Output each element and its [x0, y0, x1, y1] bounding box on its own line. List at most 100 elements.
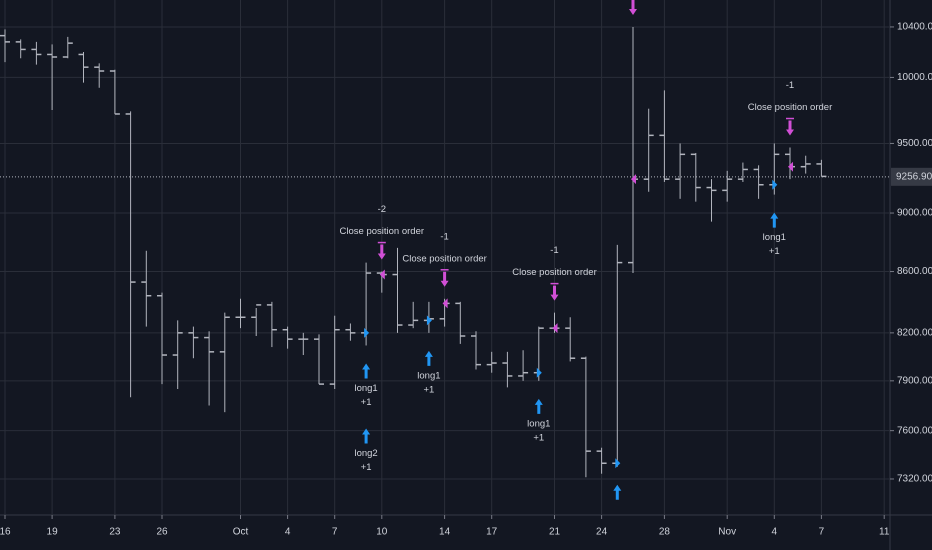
ohlc-bar — [109, 69, 120, 115]
ohlc-bar — [31, 41, 42, 65]
last-price-label: 9256.90 — [896, 171, 932, 182]
close-arrow — [440, 271, 449, 287]
ohlc-bar — [282, 326, 293, 349]
close-arrow — [377, 244, 386, 260]
exit-flag — [788, 161, 793, 172]
signal-qty: -1 — [550, 245, 558, 256]
ohlc-bar — [125, 111, 136, 398]
entry-flag — [364, 327, 370, 338]
ohlc-bar — [722, 170, 733, 202]
long-arrow — [770, 212, 779, 228]
x-tick-label: 4 — [772, 527, 778, 538]
signal-qty: +1 — [361, 462, 372, 473]
signal-qty: +1 — [533, 432, 544, 443]
x-tick-label: 28 — [659, 527, 671, 538]
ohlc-bar — [251, 304, 262, 337]
ohlc-bar — [643, 108, 654, 192]
long-arrow — [362, 428, 371, 444]
y-tick-label: 7320.00 — [897, 474, 932, 485]
x-tick-label: 19 — [47, 527, 59, 538]
ohlc-bar — [62, 36, 73, 59]
x-tick-label: 21 — [549, 527, 561, 538]
last-price-box — [891, 167, 932, 186]
ohlc-bar — [0, 29, 10, 63]
entry-flag — [615, 458, 621, 469]
ohlc-bar — [455, 301, 466, 344]
signal-label: long1 — [354, 383, 377, 394]
ohlc-bar — [408, 301, 419, 329]
ohlc-bar — [345, 323, 356, 341]
signal-label: long1 — [527, 418, 550, 429]
signal-qty: -1 — [786, 80, 794, 91]
ohlc-bar — [816, 159, 827, 178]
close-arrow — [629, 0, 637, 15]
ohlc-bar — [706, 179, 717, 222]
signal-label: Close position order — [402, 253, 487, 264]
long-arrow — [424, 350, 433, 366]
signal-qty: +1 — [423, 384, 434, 395]
ohlc-bar — [659, 90, 670, 182]
signal-label: Close position order — [748, 102, 833, 113]
x-tick-label: 26 — [156, 527, 168, 538]
long-arrow — [534, 398, 543, 414]
signal-qty: +1 — [769, 246, 780, 257]
ohlc-bar — [596, 447, 607, 474]
signal-label: long2 — [354, 448, 377, 459]
ohlc-bar — [219, 312, 230, 413]
ohlc-bar — [235, 298, 246, 329]
x-tick-label: 11 — [879, 527, 890, 538]
y-tick-label: 10000.00 — [897, 72, 932, 83]
ohlc-bar — [800, 155, 811, 174]
ohlc-bar — [94, 63, 105, 88]
exit-flag — [631, 174, 636, 185]
x-tick-label: 17 — [486, 527, 498, 538]
ohlc-bar — [266, 301, 277, 348]
x-tick-label: 10 — [376, 527, 388, 538]
long-arrow — [362, 363, 371, 379]
ohlc-bar — [502, 351, 513, 388]
signal-qty: -1 — [440, 231, 448, 242]
x-tick-label: 7 — [332, 527, 338, 538]
x-tick-label: Nov — [718, 527, 736, 538]
entry-flag — [536, 367, 542, 378]
signal-qty: +1 — [361, 397, 372, 408]
ohlc-bar — [690, 152, 701, 202]
ohlc-bar — [298, 332, 309, 356]
signal-label: long1 — [763, 232, 786, 243]
close-arrow — [550, 285, 559, 301]
ohlc-bar — [78, 51, 89, 83]
exit-flag — [442, 298, 448, 309]
ohlc-bar — [47, 44, 58, 111]
ohlc-bar — [172, 320, 183, 390]
ohlc-bar — [518, 350, 529, 381]
x-tick-label: 14 — [439, 527, 451, 538]
y-tick-label: 8600.00 — [897, 266, 932, 277]
ohlc-bar — [675, 143, 686, 199]
y-tick-label: 8200.00 — [897, 328, 932, 339]
ohlc-bar — [737, 162, 748, 182]
exit-flag — [379, 269, 385, 280]
close-arrow — [786, 120, 794, 136]
entry-flag — [772, 179, 778, 190]
long-arrow — [613, 484, 622, 500]
y-tick-label: 7600.00 — [897, 425, 932, 436]
ohlc-bar — [565, 317, 576, 362]
x-tick-label: 23 — [109, 527, 121, 538]
x-tick-label: Oct — [233, 527, 249, 538]
y-tick-label: 7900.00 — [897, 375, 932, 386]
signal-qty: -2 — [378, 204, 386, 215]
ohlc-bar — [314, 334, 324, 385]
ohlc-bar — [141, 250, 152, 327]
ohlc-bar — [580, 356, 591, 478]
ohlc-bar — [329, 315, 340, 390]
signal-label: Close position order — [512, 267, 597, 278]
ohlc-bar — [753, 165, 764, 199]
y-tick-label: 9000.00 — [897, 208, 932, 219]
x-tick-label: 24 — [596, 527, 608, 538]
ohlc-bar — [188, 326, 199, 359]
entry-flag — [426, 315, 432, 326]
exit-flag — [552, 323, 558, 334]
ohlc-bar — [157, 292, 167, 385]
x-tick-label: 7 — [819, 527, 825, 538]
